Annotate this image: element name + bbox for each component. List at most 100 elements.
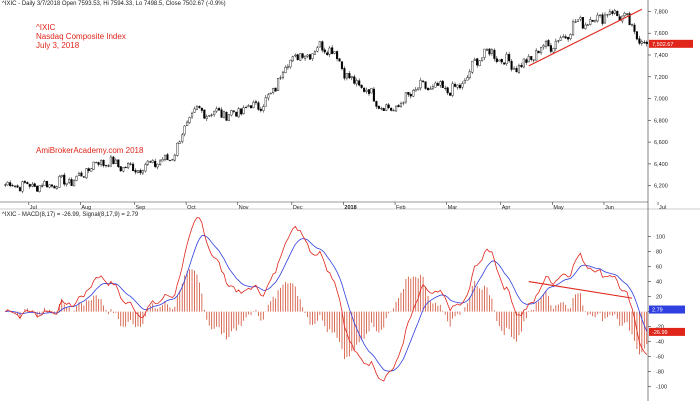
- candle-body: [318, 41, 321, 48]
- candle-body: [525, 59, 528, 63]
- candle-body: [419, 80, 422, 89]
- candle-body: [269, 92, 272, 95]
- candle-body: [301, 53, 304, 58]
- candle-body: [495, 58, 498, 62]
- candle-body: [90, 168, 93, 172]
- candle-body: [422, 80, 425, 82]
- last-price-label: 7,502.67: [652, 42, 673, 48]
- candle-body: [58, 176, 61, 188]
- candle-body: [375, 101, 378, 107]
- candle-body: [584, 24, 587, 30]
- candle-body: [232, 110, 235, 112]
- candle-body: [60, 175, 63, 178]
- candle-body: [85, 168, 88, 179]
- candle-body: [95, 162, 98, 164]
- candle-body: [222, 111, 226, 118]
- price-y-tick-label: 6,200: [654, 184, 668, 190]
- candle-body: [200, 107, 203, 111]
- candle-body: [33, 183, 36, 187]
- candle-body: [567, 37, 570, 40]
- candle-body: [517, 65, 521, 73]
- candle-body: [485, 49, 489, 51]
- candle-body: [249, 105, 253, 109]
- signal-last-label: 2.79: [652, 308, 663, 314]
- candle-body: [213, 111, 216, 115]
- macd-last-label: -26.99: [652, 330, 668, 336]
- candle-body: [316, 47, 319, 52]
- candle-body: [18, 187, 22, 191]
- candle-body: [345, 73, 348, 79]
- price-y-tick-label: 7,600: [654, 31, 668, 37]
- candle-body: [581, 17, 584, 29]
- candle-body: [21, 181, 24, 192]
- candle-body: [294, 54, 297, 57]
- candle-body: [173, 154, 176, 161]
- watermark-text: AmiBrokerAcademy.com 2018: [36, 146, 144, 155]
- candle-body: [286, 65, 289, 69]
- candle-body: [350, 76, 353, 79]
- candle-body: [599, 14, 602, 16]
- x-tick-label: Dec: [293, 205, 303, 211]
- candle-body: [119, 166, 122, 172]
- candle-body: [254, 101, 258, 103]
- candle-body: [16, 185, 19, 188]
- candle-body: [579, 17, 582, 20]
- candle-body: [520, 65, 523, 68]
- candle-body: [117, 159, 120, 168]
- candle-body: [264, 97, 267, 107]
- candle-body: [168, 160, 171, 162]
- candle-body: [591, 20, 594, 22]
- candle-body: [407, 92, 410, 95]
- chart-title-ticker: ^IXIC: [36, 23, 56, 32]
- candle-body: [323, 49, 326, 53]
- candle-body: [308, 54, 312, 60]
- candle-body: [289, 60, 292, 68]
- candle-body: [82, 176, 85, 178]
- x-tick-label: Sep: [136, 205, 146, 211]
- candle-body: [296, 54, 299, 60]
- candle-body: [603, 14, 607, 24]
- candle-body: [92, 161, 95, 170]
- price-trend-line: [528, 8, 643, 67]
- candle-body: [363, 87, 366, 92]
- candle-body: [510, 61, 513, 70]
- candle-body: [576, 19, 580, 22]
- candle-body: [564, 36, 567, 39]
- candle-body: [163, 154, 167, 160]
- candle-body: [478, 60, 481, 67]
- candle-body: [181, 134, 184, 142]
- candle-body: [608, 11, 611, 15]
- candle-body: [306, 54, 309, 57]
- x-tick-label: 2018: [344, 205, 356, 211]
- macd-y-tick-label: 100: [656, 235, 665, 241]
- candle-body: [431, 86, 434, 89]
- candle-body: [483, 48, 486, 58]
- candle-body: [11, 185, 14, 187]
- chart-title-date: July 3, 2018: [36, 41, 80, 50]
- candle-body: [397, 105, 400, 108]
- candle-body: [493, 49, 496, 59]
- candle-body: [186, 121, 189, 126]
- candle-body: [589, 19, 592, 25]
- candle-body: [274, 87, 277, 92]
- axis-layer: 6,200 6,400 6,600 6,800 7,000 7,200 7,400 7,600…: [28, 9, 693, 391]
- candle-body: [463, 79, 466, 84]
- macd-y-tick-label: 60: [656, 265, 662, 271]
- candle-body: [291, 56, 294, 62]
- candle-body: [535, 50, 538, 61]
- price-y-tick-label: 6,600: [654, 140, 668, 146]
- candle-body: [412, 90, 415, 97]
- candle-body: [458, 84, 462, 89]
- candle-body: [100, 160, 103, 165]
- candle-body: [14, 185, 17, 187]
- candle-body: [562, 36, 565, 38]
- candle-body: [36, 185, 39, 192]
- candle-body: [586, 24, 589, 26]
- candle-body: [227, 114, 230, 121]
- candle-body: [451, 83, 454, 96]
- candle-body: [508, 54, 511, 62]
- candle-body: [235, 111, 238, 117]
- candle-body: [488, 48, 491, 55]
- candle-body: [522, 58, 525, 68]
- macd-y-tick-label: -40: [656, 340, 664, 346]
